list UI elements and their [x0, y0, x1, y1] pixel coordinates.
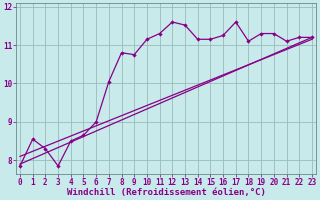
X-axis label: Windchill (Refroidissement éolien,°C): Windchill (Refroidissement éolien,°C) [67, 188, 265, 197]
